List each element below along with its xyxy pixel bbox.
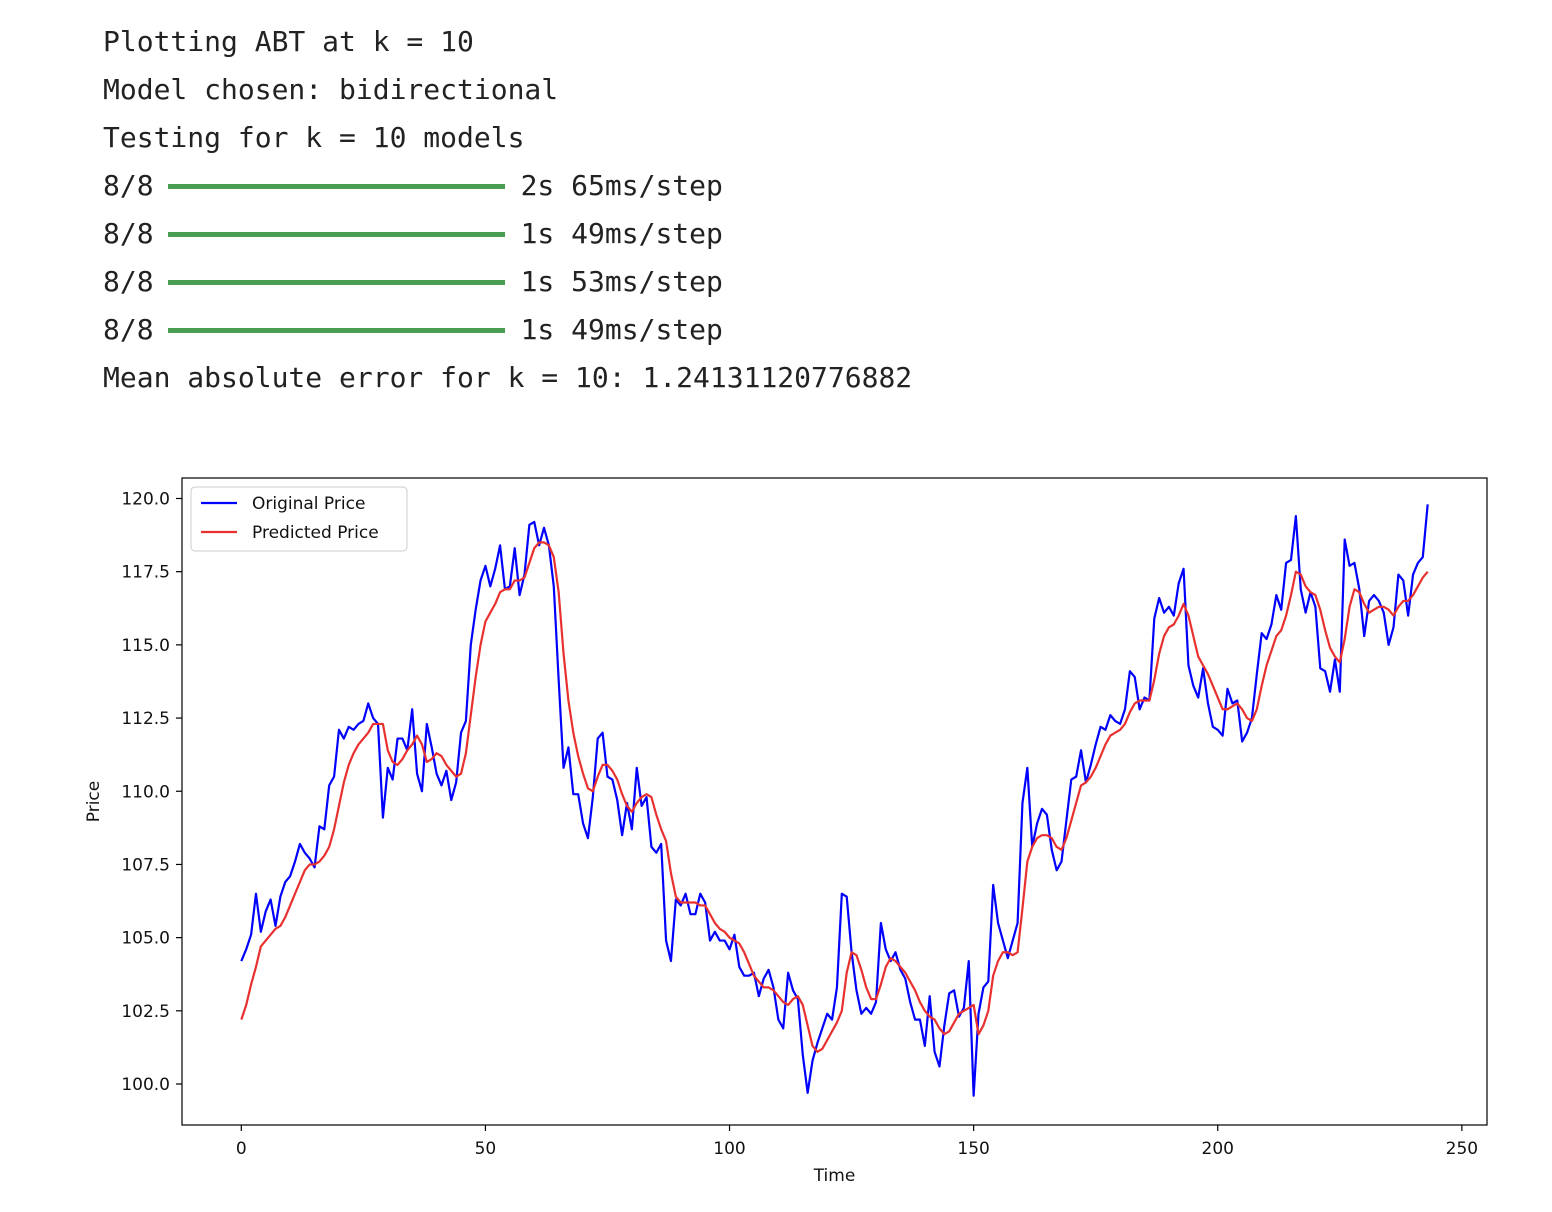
- progress-bar: [167, 327, 505, 333]
- cell-output: Plotting ABT at k = 10 Model chosen: bidi…: [103, 18, 912, 402]
- y-tick-label: 100.0: [121, 1075, 170, 1095]
- legend-label: Original Price: [252, 494, 365, 514]
- log-line: Plotting ABT at k = 10: [103, 25, 474, 58]
- x-tick-label: 100: [713, 1139, 745, 1159]
- x-tick-label: 50: [475, 1139, 497, 1159]
- y-axis-label: Price: [84, 781, 104, 822]
- x-tick-label: 0: [236, 1139, 247, 1159]
- progress-bar: [167, 279, 505, 285]
- progress-time: 2s 65ms/step: [520, 169, 723, 202]
- legend-label: Predicted Price: [252, 523, 379, 543]
- log-line: Testing for k = 10 models: [103, 121, 525, 154]
- y-tick-label: 120.0: [121, 489, 170, 509]
- progress-time: 1s 53ms/step: [520, 265, 723, 298]
- progress-time: 1s 49ms/step: [520, 313, 723, 346]
- series-line: [240, 541, 1429, 1053]
- progress-count: 8/8: [103, 265, 154, 298]
- plot-frame: [181, 477, 1488, 1126]
- progress-row: 8/8 1s 49ms/step: [103, 210, 912, 258]
- x-tick-label: 250: [1446, 1139, 1478, 1159]
- log-line: Mean absolute error for k = 10: 1.241311…: [103, 361, 913, 394]
- x-axis-label: Time: [813, 1166, 856, 1186]
- series-line: [240, 504, 1429, 1097]
- log-line: Model chosen: bidirectional: [103, 73, 559, 106]
- y-tick-label: 107.5: [121, 855, 170, 875]
- progress-row: 8/8 1s 53ms/step: [103, 258, 912, 306]
- y-tick-label: 105.0: [121, 929, 170, 949]
- legend-box: [190, 486, 408, 552]
- y-tick-label: 110.0: [121, 782, 170, 802]
- progress-count: 8/8: [103, 313, 154, 346]
- progress-count: 8/8: [103, 169, 154, 202]
- x-tick-label: 150: [957, 1139, 989, 1159]
- x-tick-label: 200: [1202, 1139, 1234, 1159]
- y-tick-label: 112.5: [121, 709, 170, 729]
- progress-row: 8/8 1s 49ms/step: [103, 306, 912, 354]
- progress-time: 1s 49ms/step: [520, 217, 723, 250]
- y-tick-label: 115.0: [121, 636, 170, 656]
- progress-row: 8/8 2s 65ms/step: [103, 162, 912, 210]
- progress-count: 8/8: [103, 217, 154, 250]
- y-tick-label: 102.5: [121, 1002, 170, 1022]
- y-tick-label: 117.5: [121, 563, 170, 583]
- progress-bar: [167, 231, 505, 237]
- progress-bar: [167, 183, 505, 189]
